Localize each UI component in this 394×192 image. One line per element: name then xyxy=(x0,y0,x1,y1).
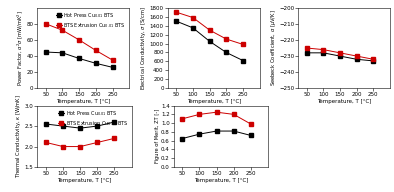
Line: Hot Press Cu$_{0.01}$ BTS: Hot Press Cu$_{0.01}$ BTS xyxy=(44,120,116,130)
Line: BTS Extrusion Cu$_{0.01}$ BTS: BTS Extrusion Cu$_{0.01}$ BTS xyxy=(44,22,114,62)
Hot Press Cu$_{0.01}$ BTS xyxy=(44,123,48,125)
Hot Press Cu$_{0.01}$ BTS xyxy=(77,57,82,60)
BTS Extrusion Cu$_{0.01}$ BTS xyxy=(112,137,117,140)
BTS Extrusion Cu$_{0.01}$ BTS xyxy=(78,145,83,148)
X-axis label: Temperature, T [°C]: Temperature, T [°C] xyxy=(186,99,241,104)
BTS Extrusion Cu$_{0.01}$ BTS xyxy=(60,29,65,31)
Y-axis label: Seebeck Coefficient, $\alpha$ [$\mu$V/K]: Seebeck Coefficient, $\alpha$ [$\mu$V/K] xyxy=(269,10,277,86)
BTS Extrusion Cu$_{0.01}$ BTS xyxy=(93,49,98,52)
Hot Press Cu$_{0.01}$ BTS xyxy=(43,51,48,53)
Y-axis label: Thermal Conductivity, $\kappa$ [W/mK]: Thermal Conductivity, $\kappa$ [W/mK] xyxy=(14,94,23,178)
Line: Hot Press Cu$_{0.01}$ BTS: Hot Press Cu$_{0.01}$ BTS xyxy=(44,50,114,69)
Legend: Hot Press Cu$_{0.01}$ BTS, BTS Extrusion Cu$_{0.01}$ BTS: Hot Press Cu$_{0.01}$ BTS, BTS Extrusion… xyxy=(58,108,129,129)
X-axis label: Temperature, T [°C]: Temperature, T [°C] xyxy=(194,178,248,183)
Y-axis label: Electrical Conductivity, $\sigma$ [S/cm]: Electrical Conductivity, $\sigma$ [S/cm] xyxy=(139,6,148,90)
Line: BTS Extrusion Cu$_{0.01}$ BTS: BTS Extrusion Cu$_{0.01}$ BTS xyxy=(44,137,116,148)
Y-axis label: Power Factor, $\alpha^2\sigma$ [mW/mK$^2$]: Power Factor, $\alpha^2\sigma$ [mW/mK$^2… xyxy=(15,10,25,86)
Hot Press Cu$_{0.01}$ BTS xyxy=(61,125,65,127)
X-axis label: Temperature, T [°C]: Temperature, T [°C] xyxy=(317,99,371,104)
BTS Extrusion Cu$_{0.01}$ BTS xyxy=(95,141,100,144)
BTS Extrusion Cu$_{0.01}$ BTS xyxy=(110,59,115,61)
BTS Extrusion Cu$_{0.01}$ BTS xyxy=(44,141,48,144)
X-axis label: Temperature, T [°C]: Temperature, T [°C] xyxy=(57,178,112,183)
Hot Press Cu$_{0.01}$ BTS xyxy=(110,66,115,69)
Hot Press Cu$_{0.01}$ BTS xyxy=(93,62,98,65)
BTS Extrusion Cu$_{0.01}$ BTS xyxy=(77,39,82,41)
X-axis label: Temperature, T [°C]: Temperature, T [°C] xyxy=(56,99,111,104)
Legend: Hot Press Cu$_{0.01}$ BTS, BTS Extrusion Cu$_{0.01}$ BTS: Hot Press Cu$_{0.01}$ BTS, BTS Extrusion… xyxy=(55,10,127,31)
Y-axis label: Figure of Merit, ZT [-]: Figure of Merit, ZT [-] xyxy=(154,109,160,163)
Hot Press Cu$_{0.01}$ BTS xyxy=(112,121,117,123)
Hot Press Cu$_{0.01}$ BTS xyxy=(60,52,65,54)
Hot Press Cu$_{0.01}$ BTS xyxy=(95,125,100,127)
Hot Press Cu$_{0.01}$ BTS xyxy=(78,127,83,129)
BTS Extrusion Cu$_{0.01}$ BTS xyxy=(61,145,65,148)
BTS Extrusion Cu$_{0.01}$ BTS xyxy=(43,23,48,25)
